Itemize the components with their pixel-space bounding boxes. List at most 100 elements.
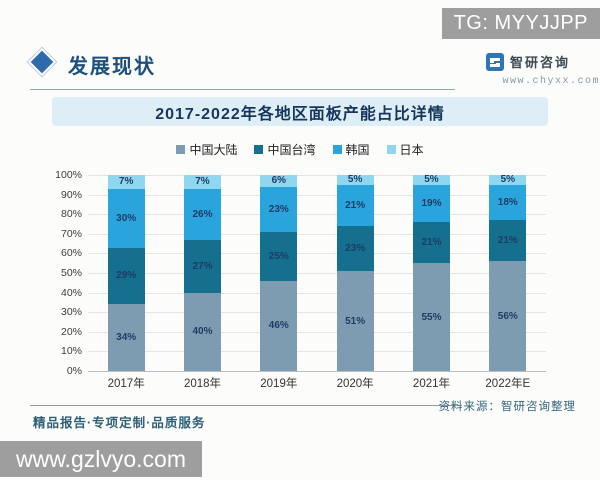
gridline (88, 175, 546, 176)
section-title: 发展现状 (68, 56, 156, 78)
tg-watermark-badge: TG: MYYJJPP (441, 8, 600, 39)
gridlines (88, 175, 546, 372)
bar-2019年: 6% 23% 25% 46% (260, 175, 298, 371)
x-tick-label: 2021年 (412, 378, 451, 390)
gridline (88, 371, 546, 372)
bar-segment-中国台湾: 27% (183, 239, 221, 293)
bars: 7% 30% 29% 34% 7% 26% 27% 40% 6% 23% 25% 46% 5% 21% 23… (88, 174, 546, 371)
bar-segment-韩国: 19% (412, 184, 450, 223)
bar-2017年: 7% 30% 29% 34% (107, 175, 145, 371)
bar-segment-日本: 5% (489, 174, 527, 186)
bar-segment-value: 7% (118, 176, 134, 188)
legend-item: 中国台湾 (254, 141, 316, 158)
y-tick-label: 30% (60, 306, 82, 319)
bar-segment-中国大陆: 56% (489, 261, 527, 371)
y-tick-label: 90% (60, 188, 82, 201)
x-tick-label: 2020年 (336, 378, 374, 390)
diamond-icon (30, 50, 54, 74)
bar-segment-value: 7% (195, 176, 210, 188)
footer-tagline: 精品报告·专项定制·品质服务 (33, 416, 206, 430)
y-tick-label: 80% (60, 208, 82, 221)
legend-swatch (176, 145, 186, 154)
source-divider (30, 405, 462, 406)
gridline (88, 331, 546, 333)
bar-segment-中国台湾: 29% (107, 247, 145, 305)
y-tick-label: 40% (60, 286, 82, 299)
bar-segment-中国大陆: 34% (107, 304, 145, 371)
zhiyan-logo-icon (485, 52, 504, 71)
bar-segment-value: 29% (116, 270, 137, 282)
bar-segment-日本: 7% (183, 175, 221, 189)
gridline (88, 194, 546, 196)
bar-segment-value: 46% (268, 320, 289, 332)
gridline (88, 351, 546, 353)
gridline (88, 253, 546, 255)
bar-segment-value: 18% (497, 196, 518, 208)
bar-segment-韩国: 23% (260, 186, 298, 232)
bar-segment-value: 21% (421, 237, 442, 249)
x-tick-label: 2018年 (183, 378, 222, 390)
bar-segment-韩国: 18% (489, 184, 527, 221)
y-tick-label: 60% (60, 247, 82, 260)
gridline (88, 214, 546, 216)
legend-item: 中国大陆 (176, 141, 237, 158)
bar-2018年: 7% 26% 27% 40% (183, 175, 221, 371)
bar-segment-中国大陆: 55% (412, 263, 450, 371)
bar-segment-中国台湾: 25% (260, 231, 298, 281)
bar-segment-日本: 5% (412, 174, 450, 186)
bar-2022年E: 5% 18% 21% 56% (489, 174, 527, 371)
bar-segment-value: 34% (116, 332, 137, 344)
x-tick-label: 2019年 (260, 378, 298, 390)
bar-segment-value: 23% (268, 203, 289, 215)
bar-2021年: 5% 19% 21% 55% (412, 174, 450, 371)
bar-segment-中国台湾: 23% (336, 225, 374, 272)
chart-title: 2017-2022年各地区面板产能占比详情 (155, 105, 445, 123)
y-tick-label: 70% (60, 227, 82, 240)
bar-segment-日本: 6% (260, 175, 298, 187)
bar-segment-中国台湾: 21% (412, 222, 450, 264)
bar-segment-value: 55% (421, 311, 442, 323)
bar-segment-value: 5% (424, 174, 439, 186)
bar-segment-value: 51% (345, 315, 366, 327)
legend-label: 韩国 (345, 143, 370, 157)
bar-segment-value: 40% (192, 326, 213, 338)
bar-segment-中国台湾: 21% (489, 220, 527, 262)
y-tick-label: 50% (60, 267, 82, 279)
bar-segment-value: 23% (345, 242, 366, 254)
bar-segment-韩国: 21% (336, 184, 374, 226)
legend: 中国大陆 中国台湾 韩国 日本 (0, 141, 600, 158)
y-tick-label: 20% (60, 325, 82, 338)
source-label: 资料来源：智研咨询整理 (438, 401, 576, 413)
bar-segment-value: 21% (345, 199, 366, 211)
x-tick-label: 2022年E (485, 378, 531, 390)
y-axis: 0% 10% 20% 30% 40% 50% 60% 70% 80% 90% 100% (30, 169, 82, 377)
gridline (88, 233, 546, 235)
bar-segment-日本: 5% (336, 174, 374, 185)
bar-segment-韩国: 26% (183, 188, 221, 240)
bar-segment-value: 5% (500, 174, 516, 186)
brand-logo: 智研咨询 (485, 52, 570, 71)
legend-label: 日本 (399, 143, 424, 157)
y-tick-label: 100% (55, 169, 82, 181)
brand-name: 智研咨询 (509, 55, 570, 70)
bar-segment-value: 21% (497, 235, 518, 247)
site-watermark-badge: www.gzlvyo.com (0, 441, 202, 477)
legend-item: 韩国 (332, 141, 370, 158)
gridline (88, 312, 546, 314)
legend-label: 中国台湾 (267, 143, 316, 157)
bar-segment-value: 6% (271, 175, 287, 187)
legend-label: 中国大陆 (189, 143, 238, 157)
bar-segment-value: 27% (192, 260, 213, 272)
bar-segment-中国大陆: 46% (260, 280, 298, 371)
x-tick-label: 2017年 (107, 378, 145, 390)
x-axis: 2017年 2018年 2019年 2020年 2021年 2022年E (88, 375, 546, 391)
bar-segment-value: 19% (421, 197, 442, 209)
legend-item: 日本 (386, 141, 424, 158)
bar-segment-中国大陆: 40% (183, 292, 221, 371)
y-tick-label: 10% (60, 345, 82, 358)
bar-2020年: 5% 21% 23% 51% (336, 174, 374, 371)
gridline (88, 273, 546, 274)
page-header: 发展现状 智研咨询 (30, 50, 570, 84)
y-tick-label: 0% (66, 365, 82, 377)
